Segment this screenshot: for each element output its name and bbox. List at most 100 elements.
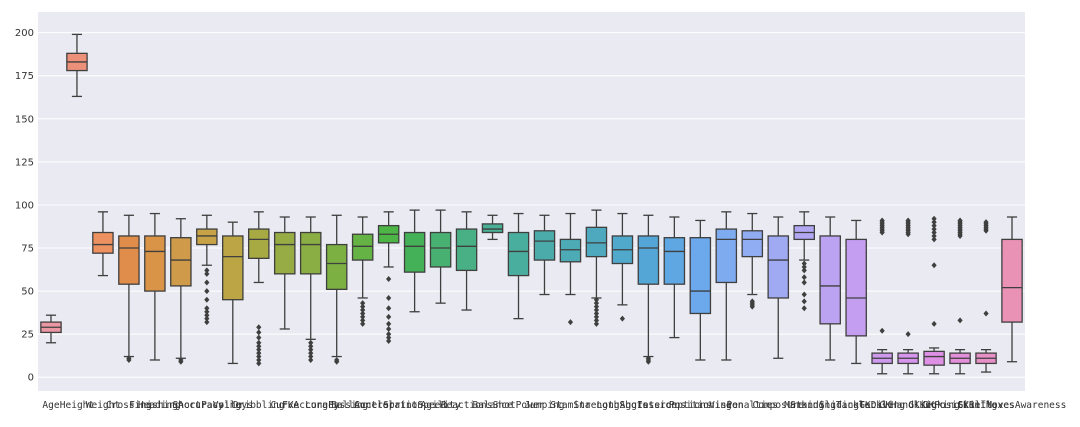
x-tick-label: GKHandling — [880, 400, 937, 411]
box-headingaccuracy — [170, 218, 192, 365]
outlier-point — [204, 296, 210, 303]
x-tick-label: GKDiving — [859, 400, 905, 411]
box-iqr — [845, 238, 867, 337]
outlier-point — [178, 356, 184, 363]
outlier-point — [204, 279, 210, 286]
box-iqr — [559, 238, 582, 263]
box-gkpositioning — [949, 217, 971, 375]
outlier-point — [931, 236, 937, 243]
outlier-point — [801, 305, 807, 312]
x-tick-label: Volleys — [213, 400, 253, 411]
box-positioning — [689, 219, 712, 361]
x-tick-label: FKAccuracy — [282, 400, 339, 411]
box-curve — [273, 216, 296, 330]
box-standingtackle — [819, 216, 841, 361]
box-iqr — [325, 243, 348, 291]
outlier-point — [931, 320, 937, 327]
y-tick-label: 25 — [21, 330, 34, 341]
box-aggression — [637, 214, 660, 365]
x-tick-label: Agility — [421, 400, 461, 411]
x-tick-label: Jumping — [524, 400, 564, 411]
x-tick-label: Balance — [473, 400, 513, 411]
box-iqr — [533, 230, 556, 261]
box-reactions — [455, 211, 478, 311]
x-tick-label: Acceleration — [354, 400, 423, 411]
outlier-point — [931, 232, 937, 239]
x-tick-label: Weight — [86, 400, 120, 411]
box-iqr — [637, 235, 660, 285]
outlier-point — [360, 300, 366, 307]
outlier-point — [360, 317, 366, 324]
y-axis-ticks: 0 25 50 75 100 125 150 175 200 — [15, 28, 34, 384]
outlier-point — [593, 320, 600, 327]
y-tick-label: 75 — [21, 244, 34, 255]
x-tick-label: SprintSpeed — [383, 400, 446, 411]
box-iqr — [585, 226, 608, 258]
box-iqr — [481, 223, 504, 234]
outlier-point — [308, 343, 314, 350]
x-tick-label: Curve — [270, 400, 299, 411]
box-skillmovesawareness — [1001, 216, 1023, 363]
box-agility — [429, 209, 452, 304]
outlier-point — [593, 296, 600, 303]
outlier-point — [256, 324, 262, 331]
box-vision — [715, 211, 738, 361]
outlier-point — [801, 260, 807, 267]
box-iqr — [273, 231, 296, 275]
outlier-point — [256, 334, 262, 341]
y-tick-label: 175 — [15, 71, 34, 82]
x-tick-label: SlidingTackle — [819, 400, 894, 411]
box-finishing — [144, 212, 166, 361]
box-iqr — [819, 235, 841, 325]
box-gkhandling — [897, 217, 919, 375]
box-iqr — [923, 350, 945, 366]
outlier-point — [256, 343, 262, 350]
box-iqr — [663, 237, 686, 285]
outlier-point — [931, 229, 937, 236]
x-tick-label: BallControl — [331, 400, 394, 411]
box-longshots — [611, 212, 634, 322]
box-composure — [767, 216, 790, 359]
box-height — [66, 33, 88, 98]
y-tick-label: 150 — [15, 114, 34, 125]
outlier-point — [801, 298, 807, 305]
outlier-point — [308, 350, 314, 357]
box-penalties — [741, 212, 764, 310]
outlier-point — [983, 219, 989, 226]
outlier-point — [983, 310, 989, 317]
box-gkreflexes — [975, 219, 997, 373]
box-iqr — [170, 237, 192, 287]
box-iqr — [455, 228, 478, 272]
x-tick-label: Penalties — [727, 400, 778, 411]
box-crossing — [118, 214, 140, 363]
outlier-point — [593, 300, 600, 307]
outlier-point — [593, 310, 600, 317]
x-tick-label: Positioning — [669, 400, 732, 411]
y-tick-label: 200 — [15, 28, 34, 39]
x-tick-label: Stamina — [550, 400, 590, 411]
box-iqr — [196, 228, 218, 246]
outlier-point — [905, 331, 911, 338]
y-tick-label: 100 — [15, 200, 34, 211]
outlier-point — [386, 294, 392, 301]
outlier-point — [386, 325, 392, 332]
x-tick-label: HeadingAccuracy — [138, 400, 224, 411]
box-strength — [585, 209, 608, 327]
outlier-point — [905, 217, 911, 224]
outlier-point — [256, 350, 262, 357]
outlier-point — [593, 317, 600, 324]
outlier-point — [931, 226, 937, 233]
box-iqr — [118, 235, 140, 285]
outlier-point — [931, 222, 937, 229]
outlier-point — [931, 215, 937, 222]
outlier-point — [386, 331, 392, 338]
x-tick-label: Composure — [753, 400, 805, 411]
outlier-point — [256, 346, 262, 353]
box-iqr — [507, 231, 530, 277]
outlier-point — [879, 217, 885, 224]
outlier-point — [386, 313, 392, 320]
x-tick-label: Height — [60, 400, 94, 411]
x-axis-ticks: Age HeightWeightCrossingFinishingHeadingA… — [42, 400, 1066, 411]
box-iqr — [247, 228, 270, 259]
